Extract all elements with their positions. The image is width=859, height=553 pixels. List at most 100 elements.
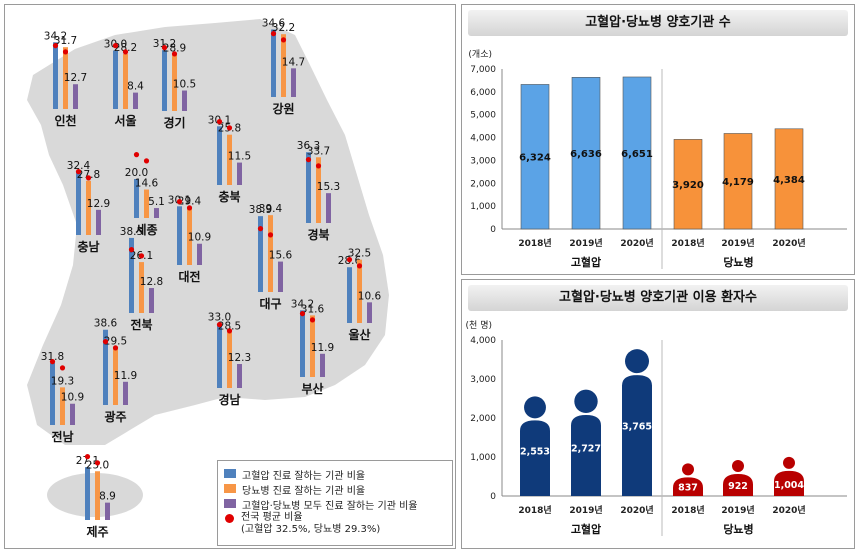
group-label: 고혈압 [571,522,601,536]
region-value-both: 8.9 [99,491,116,503]
y-tick-label: 6,000 [470,88,496,98]
x-tick-label: 2020년 [772,237,805,249]
avg-dot-diabetes [138,253,145,259]
region-bar-diabetes [60,387,65,425]
region-value-diabetes: 39.4 [259,203,283,215]
region-value-diabetes: 29.4 [178,196,202,208]
avg-dot-diabetes [226,328,233,334]
region-bar-diabetes [172,54,177,111]
legend-hypertension-swatch [224,469,236,478]
count-bar [622,76,652,230]
region-bar-hypertension [103,329,108,405]
region-name: 충북 [218,189,240,204]
avg-dot-diabetes [94,460,101,466]
x-tick-label: 2018년 [671,237,704,249]
legend-average: 전국 평균 비율 (고혈압 32.5%, 당뇨병 29.3%) [224,512,380,536]
region-16: 31.8 19.3 10.9 전남 [41,351,84,444]
legend-diabetes: 당뇨병 진료 잘하는 기관 비율 [224,482,365,497]
region-name: 경기 [163,115,185,130]
patient-figure-head [524,396,546,419]
region-value-diabetes: 29.5 [104,335,127,347]
avg-dot-hypertension [257,226,264,232]
region-value-diabetes: 28.5 [218,320,241,332]
region-value-hypertension: 36.3 [297,140,320,152]
region-13: 38.6 29.5 11.9 광주 [94,318,137,424]
avg-dot-hypertension [75,169,82,175]
region-bar-hypertension [85,467,90,520]
avg-dot-diabetes [186,205,193,211]
korea-map-shape [27,19,389,517]
patient-figure-body [520,420,550,496]
legend-diabetes-label: 당뇨병 진료 잘하는 기관 비율 [242,486,366,497]
region-value-hypertension: 33.0 [208,312,231,324]
region-bar-hypertension [217,126,222,185]
region-value-hypertension: 31.8 [41,351,64,363]
region-name: 충남 [77,239,99,254]
y-tick-label: 3,000 [470,375,496,385]
regional-map-panel: 34.231.712.7인천30.028.28.4서울31.228.910.5경… [4,4,456,549]
region-name: 대전 [178,269,200,284]
region-value-hypertension: 31.2 [153,38,176,50]
region-value-hypertension: 38.6 [94,318,118,330]
avg-dot-diabetes [315,163,322,169]
x-tick-label: 2019년 [569,504,602,516]
region-value-both: 5.1 [148,196,165,208]
region-value-hypertension: 34.6 [262,18,286,30]
region-bar-hypertension [306,152,311,223]
count-data-label: 6,651 [621,149,653,160]
avg-dot-hypertension [128,247,135,253]
region-17: 27.125.08.9제주 [76,454,116,539]
region-value-both: 10.9 [61,392,84,404]
region-bar-diabetes [63,47,68,109]
region-bar-diabetes [139,262,144,313]
x-tick-label: 2018년 [518,504,551,516]
avg-dot-diabetes [309,317,316,323]
region-value-both: 10.5 [173,79,196,91]
count-data-label: 6,636 [570,149,602,160]
region-bar-both [182,90,187,111]
avg-dot-hypertension [216,119,223,125]
region-name: 세종 [135,222,157,237]
avg-dot-hypertension [176,199,183,205]
avg-dot-hypertension [346,257,353,263]
region-name: 광주 [104,409,126,424]
region-bar-hypertension [258,216,263,292]
region-bar-both [367,302,372,323]
region-value-hypertension: 27.1 [76,455,99,467]
count-data-label: 4,179 [722,177,754,188]
region-value-diabetes: 32.2 [272,22,295,34]
patient-figure-head [574,389,598,414]
avg-dot-hypertension [112,43,119,49]
y-tick-label: 2,000 [470,414,496,424]
legend-hypertension-label: 고혈압 진료 잘하는 기관 비율 [242,471,366,482]
region-value-diabetes: 31.7 [54,35,77,47]
region-4: 34.632.2 14.7 강원 [262,18,305,116]
institution-count-title: 고혈압·당뇨병 양호기관 수 [468,10,848,36]
avg-dot-diabetes [171,51,178,57]
y-unit-label: (개소) [468,49,492,60]
y-tick-label: 2,000 [470,179,496,189]
region-bar-hypertension [134,179,139,218]
region-name: 울산 [348,327,370,342]
region-bar-both [149,288,154,313]
region-bar-hypertension [53,42,58,110]
region-bar-both [326,193,331,223]
region-name: 제주 [86,525,108,539]
region-5: 30.125.811.5충북 [208,114,251,204]
region-bar-hypertension [113,50,118,109]
avg-dot-diabetes [267,232,274,238]
region-8: 30.129.410.9대전 [168,194,211,284]
region-name: 전남 [51,429,73,444]
region-bar-both [278,261,283,292]
region-name: 강원 [272,102,294,116]
region-value-diabetes: 19.3 [51,375,74,387]
patient-data-label: 837 [678,483,698,494]
region-bar-hypertension [76,171,81,235]
region-bar-hypertension [217,323,222,388]
avg-dot-hypertension [102,339,109,345]
region-value-diabetes: 28.9 [163,43,186,55]
avg-dot-hypertension [270,31,277,37]
count-bar [520,84,550,230]
patient-figure-head [625,349,649,374]
avg-dot-hypertension [52,43,59,49]
